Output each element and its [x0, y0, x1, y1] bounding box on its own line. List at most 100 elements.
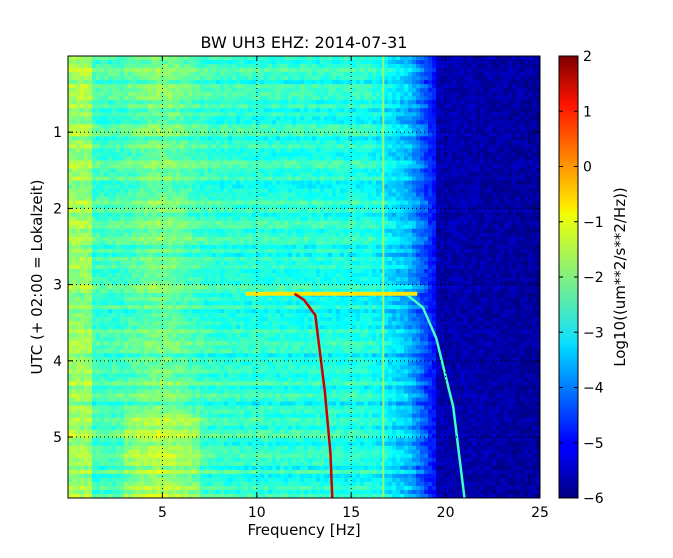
spectrogram-cell [144, 144, 149, 149]
spectrogram-cell [200, 160, 205, 165]
spectrogram-cell [532, 76, 537, 81]
spectrogram-cell [408, 100, 413, 105]
spectrogram-cell [428, 152, 433, 157]
spectrogram-cell [488, 124, 493, 129]
spectrogram-cell [208, 201, 213, 206]
spectrogram-cell [488, 177, 493, 182]
spectrogram-cell [72, 124, 77, 129]
spectrogram-cell [496, 124, 501, 129]
spectrogram-cell [116, 177, 121, 182]
spectrogram-cell [532, 84, 537, 89]
spectrogram-cell [344, 100, 349, 105]
spectrogram-cell [200, 108, 205, 113]
spectrogram-cell [204, 116, 209, 121]
spectrogram-cell [348, 100, 353, 105]
spectrogram-cell [236, 140, 241, 145]
spectrogram-cell [496, 152, 501, 157]
spectrogram-cell [388, 56, 393, 61]
spectrogram-cell [344, 132, 349, 137]
spectrogram-cell [484, 217, 489, 222]
spectrogram-cell [300, 201, 305, 206]
spectrogram-cell [84, 80, 89, 85]
spectrogram-cell [244, 68, 249, 73]
spectrogram-cell [144, 169, 149, 174]
spectrogram-cell [112, 173, 117, 178]
spectrogram-cell [140, 56, 145, 61]
spectrogram-cell [340, 213, 345, 218]
spectrogram-cell [468, 148, 473, 153]
spectrogram-cell [388, 68, 393, 73]
spectrogram-cell [408, 164, 413, 169]
spectrogram-cell [344, 152, 349, 157]
spectrogram-cell [252, 80, 257, 85]
spectrogram-cell [228, 56, 233, 61]
spectrogram-cell [412, 213, 417, 218]
spectrogram-cell [172, 156, 177, 161]
spectrogram-cell [232, 173, 237, 178]
spectrogram-cell [128, 144, 133, 149]
spectrogram-cell [420, 100, 425, 105]
spectrogram-cell [232, 152, 237, 157]
spectrogram-cell [520, 124, 525, 129]
spectrogram-cell [360, 221, 365, 226]
spectrogram-cell [104, 144, 109, 149]
spectrogram-cell [116, 60, 121, 65]
spectrogram-cell [312, 120, 317, 125]
spectrogram-cell [480, 88, 485, 93]
spectrogram-cell [172, 177, 177, 182]
spectrogram-cell [328, 68, 333, 73]
spectrogram-cell [416, 144, 421, 149]
spectrogram-cell [156, 64, 161, 69]
spectrogram-cell [200, 132, 205, 137]
spectrogram-cell [80, 193, 85, 198]
spectrogram-cell [432, 72, 437, 77]
spectrogram-cell [144, 88, 149, 93]
spectrogram-cell [244, 185, 249, 190]
spectrogram-cell [336, 185, 341, 190]
spectrogram-cell [252, 193, 257, 198]
spectrogram-cell [296, 108, 301, 113]
spectrogram-cell [132, 120, 137, 125]
spectrogram-cell [420, 88, 425, 93]
spectrogram-cell [408, 217, 413, 222]
spectrogram-cell [308, 177, 313, 182]
spectrogram-cell [324, 144, 329, 149]
spectrogram-cell [512, 132, 517, 137]
spectrogram-cell [432, 60, 437, 65]
spectrogram-cell [144, 124, 149, 129]
spectrogram-cell [244, 173, 249, 178]
spectrogram-cell [348, 108, 353, 113]
spectrogram-cell [252, 72, 257, 77]
spectrogram-cell [460, 144, 465, 149]
spectrogram-cell [284, 80, 289, 85]
spectrogram-cell [212, 173, 217, 178]
spectrogram-cell [180, 201, 185, 206]
spectrogram-cell [508, 140, 513, 145]
spectrogram-cell [420, 160, 425, 165]
spectrogram-cell [204, 92, 209, 97]
spectrogram-cell [148, 201, 153, 206]
spectrogram-cell [272, 136, 277, 141]
spectrogram-cell [252, 189, 257, 194]
spectrogram-cell [324, 112, 329, 117]
spectrogram-cell [364, 116, 369, 121]
spectrogram-cell [452, 189, 457, 194]
spectrogram-cell [220, 152, 225, 157]
spectrogram-cell [448, 221, 453, 226]
spectrogram-cell [392, 88, 397, 93]
spectrogram-cell [140, 72, 145, 77]
spectrogram-cell [464, 152, 469, 157]
spectrogram-cell [128, 84, 133, 89]
spectrogram-cell [464, 201, 469, 206]
spectrogram-cell [500, 140, 505, 145]
spectrogram-cell [68, 64, 73, 69]
spectrogram-cell [300, 177, 305, 182]
spectrogram-cell [100, 144, 105, 149]
spectrogram-cell [284, 197, 289, 202]
spectrogram-cell [268, 104, 273, 109]
spectrogram-cell [452, 185, 457, 190]
spectrogram-cell [196, 173, 201, 178]
spectrogram-cell [492, 217, 497, 222]
spectrogram-cell [368, 72, 373, 77]
spectrogram-cell [192, 120, 197, 125]
